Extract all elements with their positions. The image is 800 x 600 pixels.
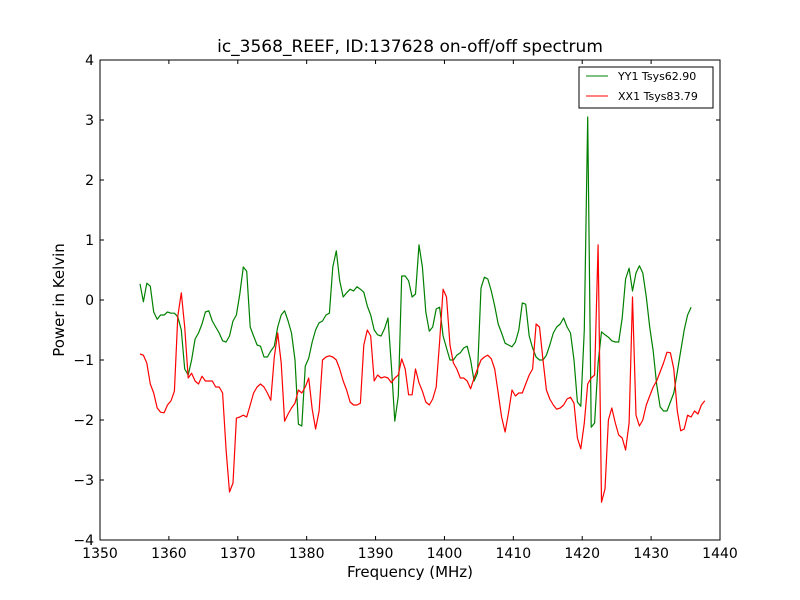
y-tick-label: −2 xyxy=(73,413,94,429)
legend-label-xx1: XX1 Tsys83.79 xyxy=(618,90,698,103)
y-tick-label: 0 xyxy=(85,293,94,309)
x-tick-label: 1410 xyxy=(496,546,532,562)
x-tick-label: 1400 xyxy=(427,546,463,562)
y-tick-label: 1 xyxy=(85,233,94,249)
y-tick-label: −4 xyxy=(73,533,94,549)
x-tick-label: 1390 xyxy=(358,546,394,562)
x-axis-label: Frequency (MHz) xyxy=(347,563,473,581)
plot-frame xyxy=(99,59,721,541)
series-layer xyxy=(139,116,706,503)
x-tick-label: 1370 xyxy=(220,546,256,562)
x-tick-label: 1380 xyxy=(289,546,325,562)
x-tick-label: 1350 xyxy=(82,546,118,562)
y-tick-label: 3 xyxy=(85,113,94,129)
x-tick-label: 1440 xyxy=(702,546,738,562)
y-tick-label: 2 xyxy=(85,173,94,189)
y-tick-label: 4 xyxy=(85,53,94,69)
legend: YY1 Tsys62.90 XX1 Tsys83.79 xyxy=(578,66,714,109)
x-tick-label: 1360 xyxy=(151,546,187,562)
ticks-layer: 1350 1360 1370 1380 1390 1400 1410 1420 1430 1440… xyxy=(73,53,737,562)
x-tick-label: 1420 xyxy=(564,546,600,562)
x-tick-label: 1430 xyxy=(633,546,669,562)
chart-title: ic_3568_REEF, ID:137628 on-off/off spect… xyxy=(217,37,603,57)
y-axis-label: Power in Kelvin xyxy=(50,243,68,357)
y-tick-label: −1 xyxy=(73,353,94,369)
y-tick-label: −3 xyxy=(73,473,94,489)
legend-label-yy1: YY1 Tsys62.90 xyxy=(617,70,696,83)
plot-background xyxy=(100,60,720,540)
series-line-xx1 xyxy=(139,244,706,503)
legend-box xyxy=(578,66,714,109)
